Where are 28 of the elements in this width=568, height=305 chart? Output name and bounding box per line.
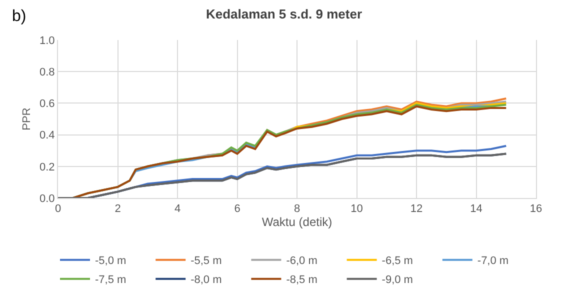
y-tick-label: 0.6 (40, 98, 55, 110)
x-tick-label: 8 (294, 203, 300, 216)
x-tick-label: 6 (234, 203, 240, 216)
y-tick-label: 0.2 (40, 161, 55, 174)
text: b) (12, 8, 26, 25)
legend-label: -6,0 m (286, 255, 318, 268)
legend-label: -9,0 m (382, 274, 413, 286)
y-tick-label: 0.8 (40, 66, 55, 78)
y-tick-label: 0.0 (40, 192, 55, 205)
x-tick-label: 14 (470, 203, 482, 216)
y-tick-label: 0.4 (40, 130, 55, 142)
y-axis-title: PPR (21, 108, 34, 130)
legend-label: -5,0 m (95, 255, 126, 268)
legend-label: -5,5 m (190, 255, 222, 268)
legend-label: -7,5 m (95, 274, 126, 286)
legend-label: -8,5 m (286, 274, 318, 286)
legend-label: -7,0 m (477, 255, 509, 268)
x-tick-label: 12 (410, 203, 423, 216)
legend-label: -8,0 m (190, 274, 222, 286)
x-axis-title: Waktu (detik) (262, 215, 332, 230)
x-tick-label: 10 (350, 203, 363, 216)
x-tick-label: 2 (114, 203, 121, 216)
x-tick-label: 4 (174, 203, 181, 216)
y-tick-label: 1.0 (40, 34, 55, 47)
x-tick-label: 0 (54, 203, 62, 216)
legend-label: -6,5 m (382, 255, 413, 268)
x-tick-label: 16 (530, 203, 542, 216)
chart-title: Kedalaman 5 s.d. 9 meter (206, 6, 362, 22)
